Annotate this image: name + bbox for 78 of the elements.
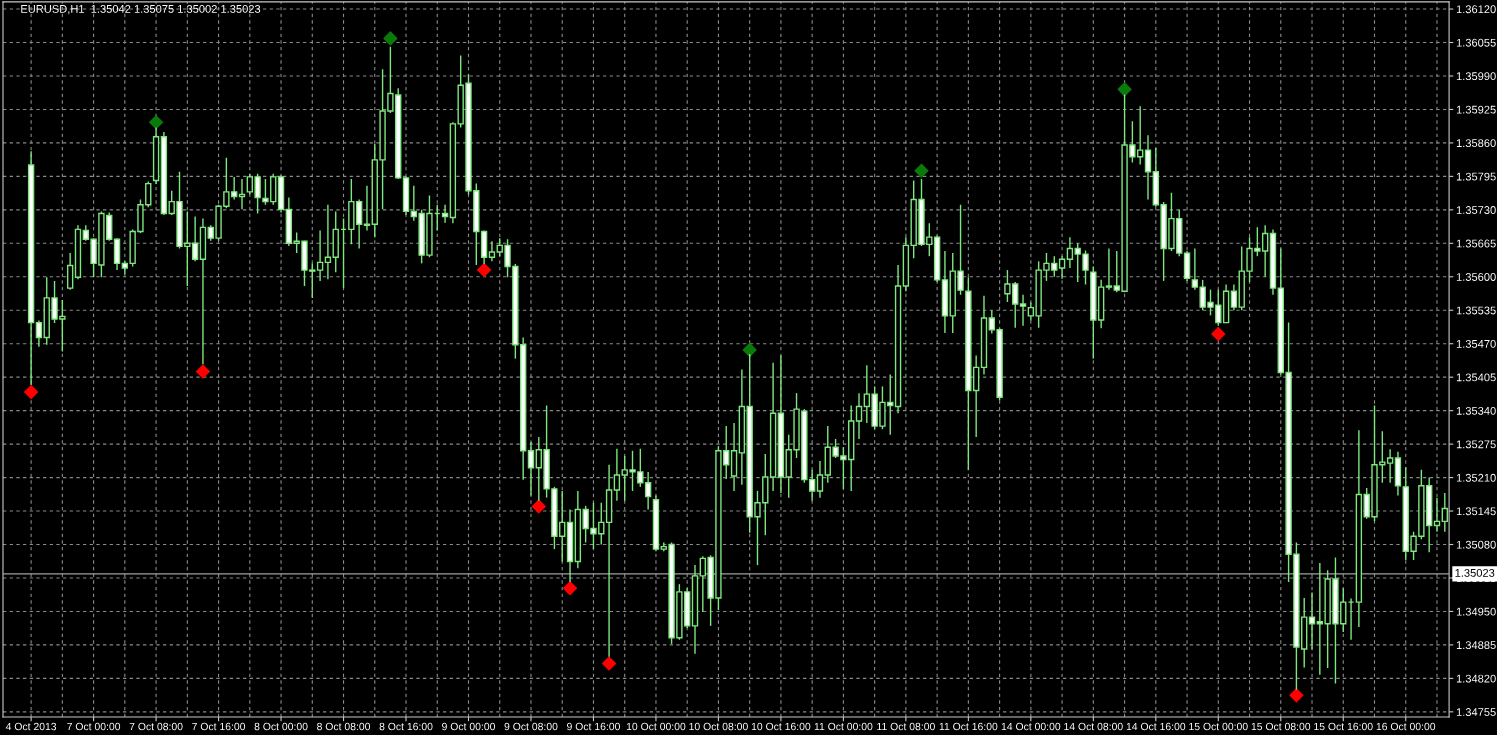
x-tick-label: 15 Oct 08:00 [1251,722,1311,731]
candlestick [1144,134,1152,201]
candlestick [527,441,535,497]
point [23,384,39,400]
y-tick-label: 1.35145 [1456,507,1496,516]
point [476,262,492,278]
x-tick-label: 14 Oct 08:00 [1064,722,1123,731]
y-tick-label: 1.35600 [1456,273,1496,281]
ref-line-label: 1.35023 [1455,568,1495,577]
x-tick-label: 8 Oct 00:00 [254,722,308,731]
x-tick-label: 15 Oct 00:00 [1189,722,1248,731]
x-tick-label: 4 Oct 2013 [5,722,57,731]
x-tick-label: 16 Oct 00:00 [1376,722,1436,731]
x-tick-label: 10 Oct 16:00 [751,722,811,731]
y-tick-label: 1.35860 [1456,139,1496,148]
y-tick-label: 1.35925 [1456,105,1496,114]
candlestick [1105,247,1113,291]
point [195,364,211,379]
candlestick [1441,492,1448,533]
candlestick [1066,236,1074,269]
x-tick-label: 10 Oct 08:00 [689,722,748,731]
y-tick-label: 1.36055 [1456,38,1496,47]
y-tick-label: 1.34950 [1456,607,1496,616]
point [562,580,578,596]
y-tick-label: 1.35275 [1456,440,1496,449]
y-tick-label: 1.34885 [1456,641,1496,650]
point [383,31,398,46]
y-tick-label: 1.35210 [1456,473,1496,482]
x-tick-label: 8 Oct 08:00 [317,722,371,731]
candlestick [816,460,824,499]
point [531,499,547,514]
y-tick-label: 1.35470 [1456,339,1496,348]
x-tick-label: 7 Oct 00:00 [67,722,121,731]
candlestick [324,204,332,281]
candlestick [1230,283,1238,311]
candlestick [1433,496,1441,533]
x-tick-label: 9 Oct 08:00 [504,722,558,731]
x-tick-label: 7 Oct 16:00 [192,722,246,731]
point [742,342,757,358]
point [1117,82,1132,97]
point [148,115,164,130]
candlestick [316,229,324,282]
x-tick-label: 11 Oct 00:00 [814,722,873,731]
point [1289,688,1304,703]
candlestick [855,392,863,440]
y-tick-label: 1.35730 [1456,206,1496,214]
y-tick-label: 1.35990 [1456,72,1496,81]
y-tick-label: 1.35535 [1456,306,1496,315]
candlestick [35,319,43,348]
x-tick-label: 11 Oct 16:00 [939,722,998,731]
candlestick [613,448,621,502]
x-tick-label: 8 Oct 16:00 [379,722,433,731]
y-tick-label: 1.36120 [1456,5,1496,14]
candlestick [238,178,246,211]
candlestick [1019,294,1027,327]
x-tick-label: 15 Oct 16:00 [1314,722,1373,731]
x-tick-label: 14 Oct 00:00 [1001,722,1061,731]
candlestick [66,252,74,291]
candlestick [1058,255,1066,280]
y-tick-label: 1.34755 [1456,708,1496,716]
y-tick-label: 1.35080 [1456,540,1496,549]
y-tick-label: 1.35665 [1456,239,1496,248]
x-tick-label: 9 Oct 16:00 [567,722,620,731]
y-tick-label: 1.34820 [1456,674,1496,683]
candlestick [488,240,496,263]
point [914,163,929,178]
candlestick [1308,591,1316,651]
point [1211,326,1226,342]
y-tick-label: 1.35405 [1456,373,1496,382]
point [601,656,617,671]
x-tick-label: 10 Oct 00:00 [626,722,686,731]
x-tick-label: 7 Oct 08:00 [129,722,183,731]
x-tick-label: 14 Oct 16:00 [1126,722,1186,731]
x-tick-label: 11 Oct 08:00 [877,722,935,731]
y-tick-label: 1.35795 [1456,172,1496,181]
x-tick-label: 9 Oct 00:00 [442,722,496,731]
y-tick-label: 1.35340 [1456,406,1496,415]
chart-title: EURUSD,H1 1.35042 1.35075 1.35002 1.35023 [21,4,261,15]
